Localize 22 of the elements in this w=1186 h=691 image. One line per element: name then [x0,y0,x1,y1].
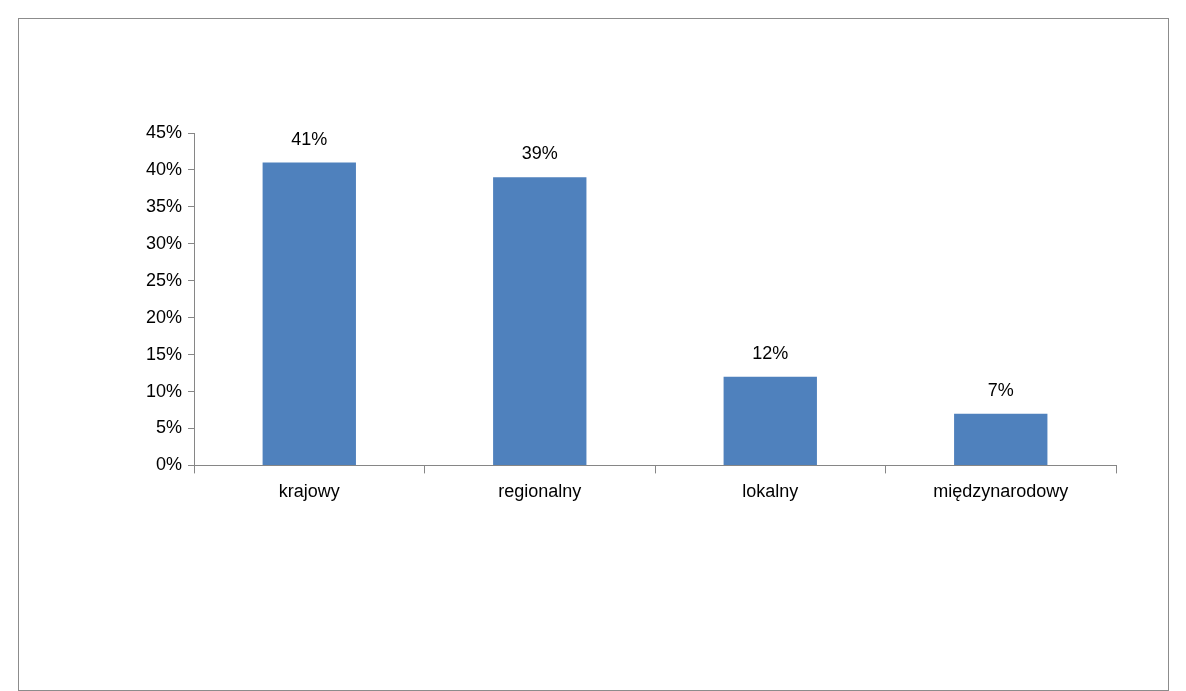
x-tick-label: krajowy [278,481,340,502]
y-tick-label: 5% [156,417,183,438]
data-label: 7% [987,379,1014,400]
y-tick-label: 45% [146,121,183,142]
y-tick-label: 40% [146,158,183,179]
bar [954,413,1048,465]
y-tick-label: 35% [146,195,183,216]
x-tick-label: międzynarodowy [933,481,1069,502]
bar [493,177,587,465]
x-tick-label: regionalny [498,481,582,502]
data-label: 39% [521,143,558,164]
y-tick-label: 0% [156,454,183,475]
data-label: 12% [752,342,789,363]
y-tick-label: 30% [146,232,183,253]
y-tick-label: 10% [146,380,183,401]
bar [723,376,817,465]
data-label: 41% [291,128,328,149]
y-tick-label: 25% [146,269,183,290]
x-tick-label: lokalny [742,481,799,502]
y-tick-label: 15% [146,343,183,364]
bar [262,162,356,465]
y-tick-label: 20% [146,306,183,327]
